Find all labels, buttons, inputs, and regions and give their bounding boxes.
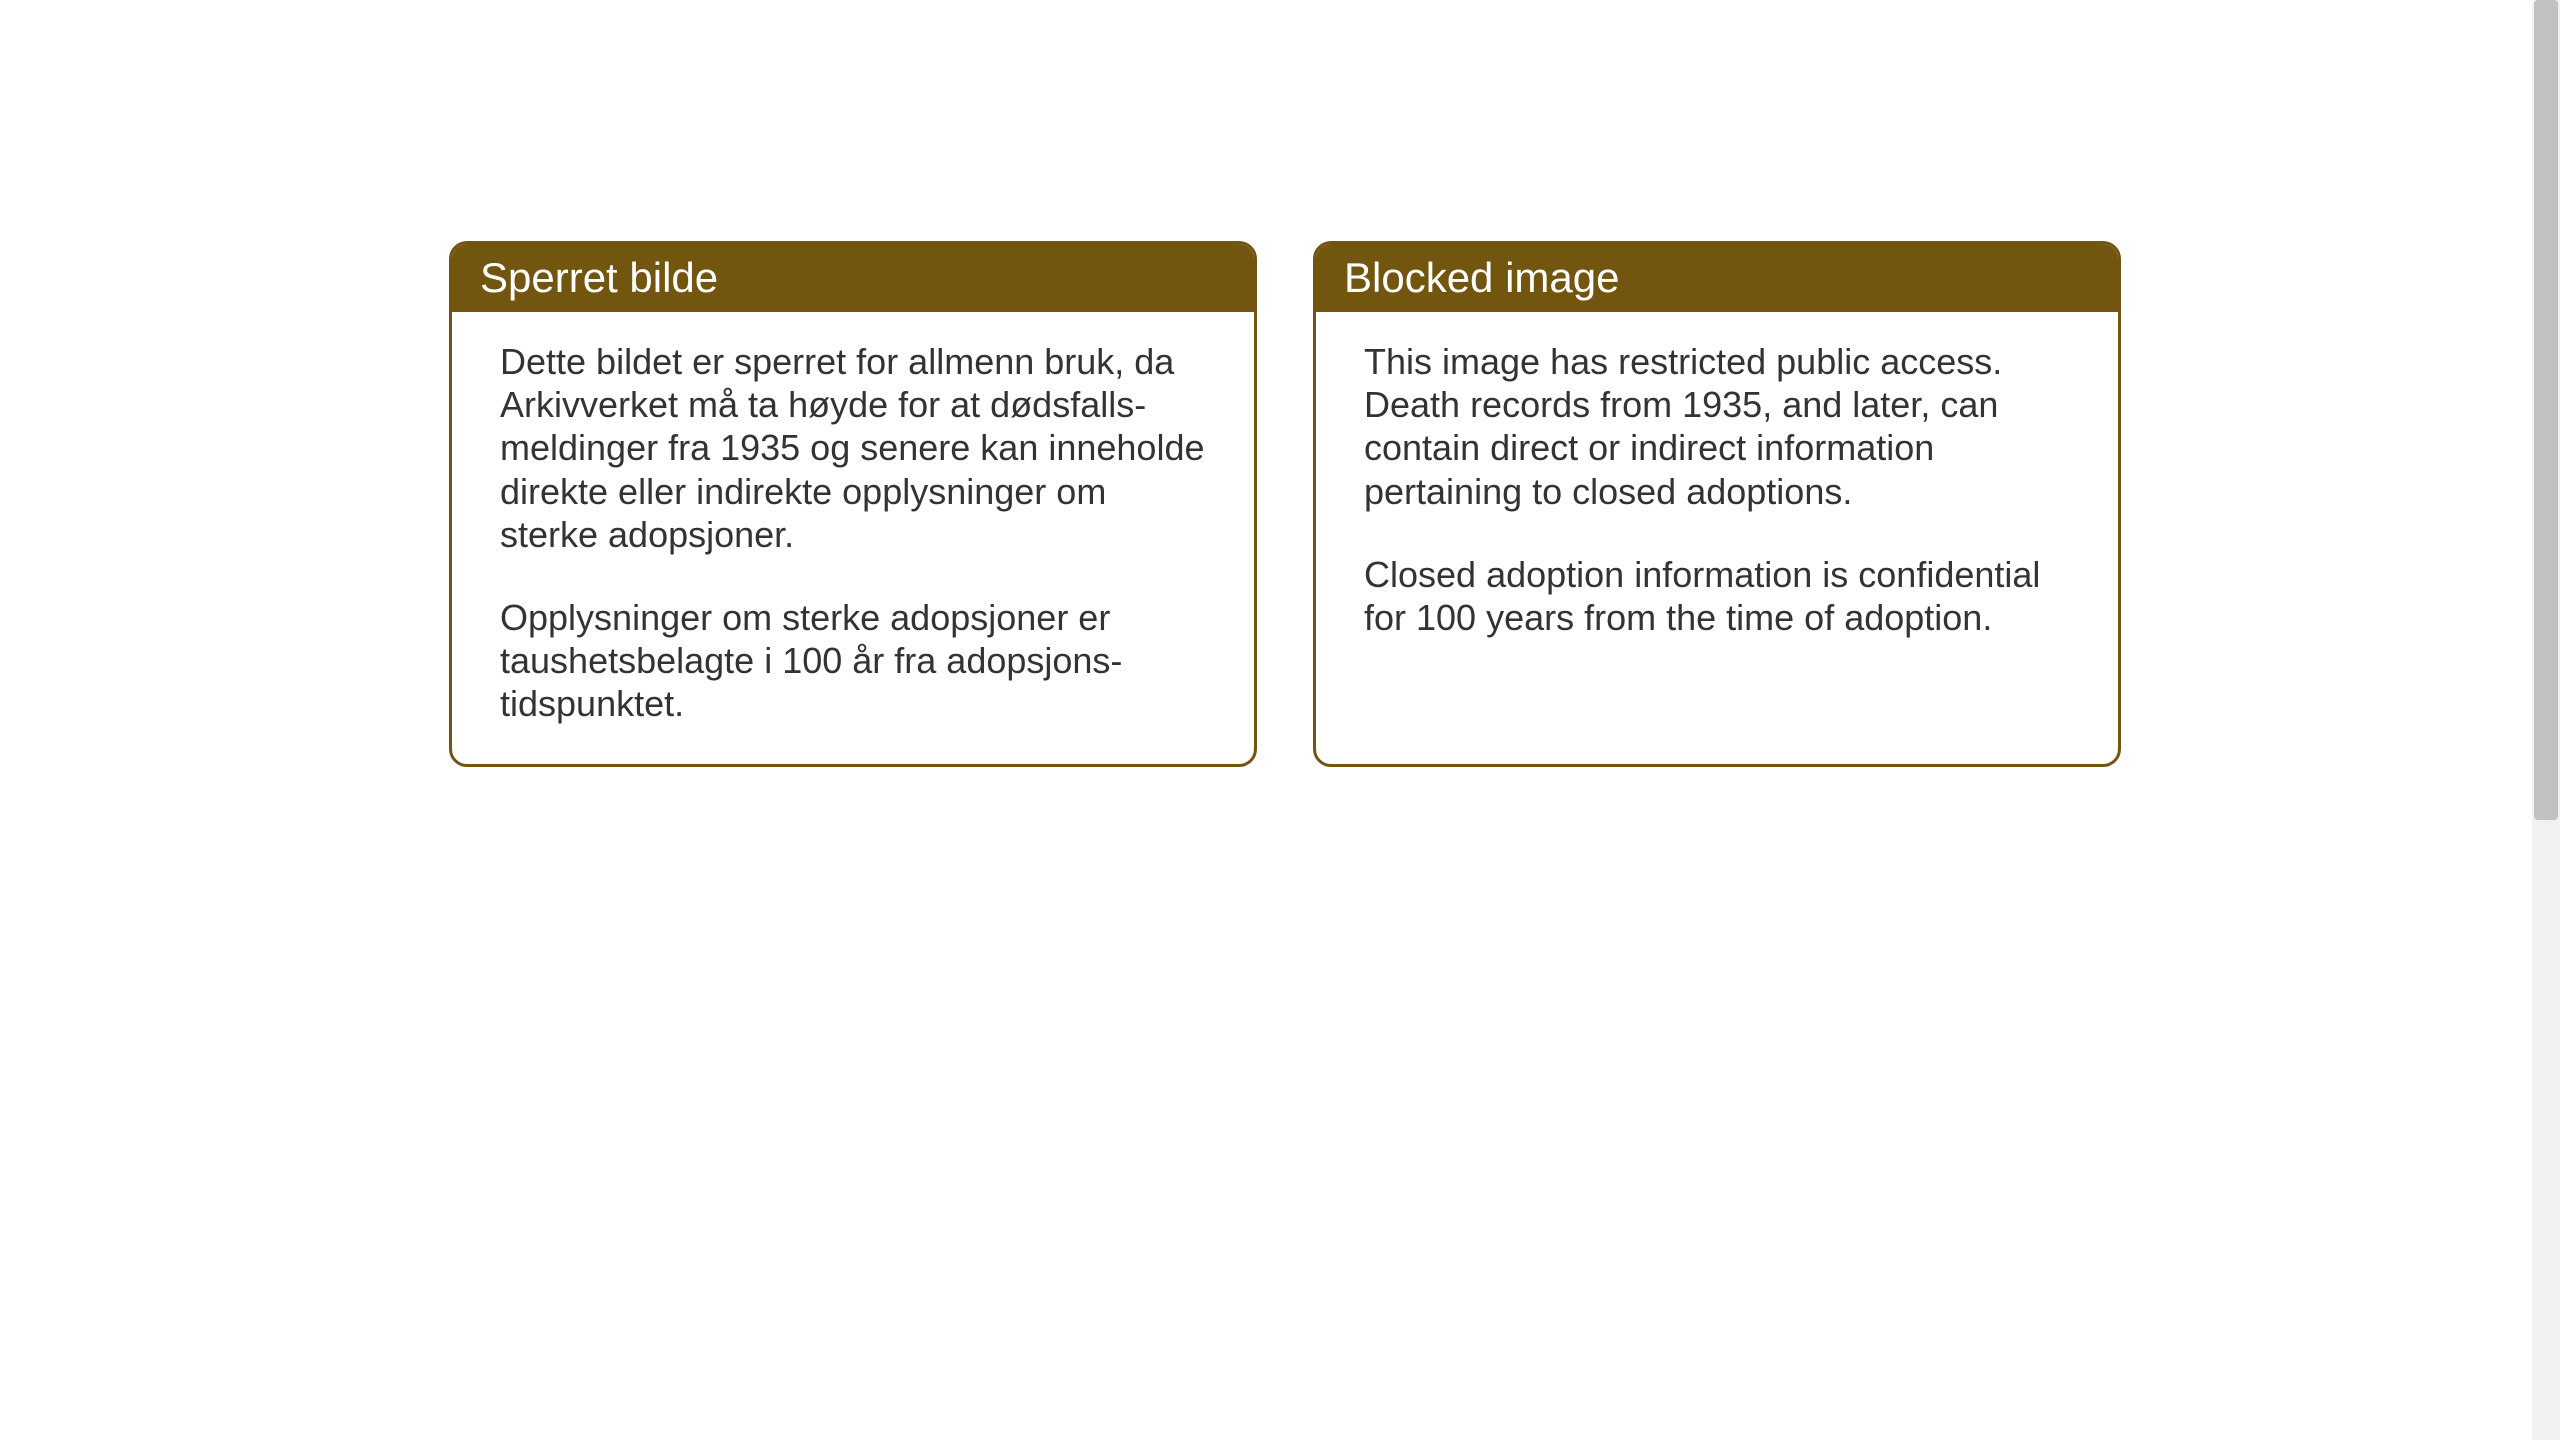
norwegian-card-body: Dette bildet er sperret for allmenn bruk… [452,312,1254,764]
english-paragraph-1: This image has restricted public access.… [1364,340,2070,513]
norwegian-paragraph-2: Opplysninger om sterke adopsjoner er tau… [500,596,1206,726]
english-card-body: This image has restricted public access.… [1316,312,2118,732]
notice-container: Sperret bilde Dette bildet er sperret fo… [449,241,2121,767]
norwegian-paragraph-1: Dette bildet er sperret for allmenn bruk… [500,340,1206,556]
vertical-scrollbar[interactable] [2532,0,2560,1440]
english-card-title: Blocked image [1316,244,2118,312]
english-paragraph-2: Closed adoption information is confident… [1364,553,2070,639]
scrollbar-thumb[interactable] [2534,0,2558,820]
english-notice-card: Blocked image This image has restricted … [1313,241,2121,767]
norwegian-notice-card: Sperret bilde Dette bildet er sperret fo… [449,241,1257,767]
norwegian-card-title: Sperret bilde [452,244,1254,312]
